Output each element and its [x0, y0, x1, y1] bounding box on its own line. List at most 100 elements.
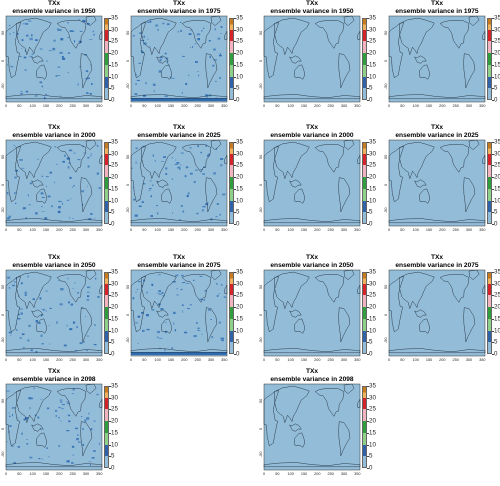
panel-variable: TXx — [172, 124, 186, 131]
colorbar-tick — [366, 283, 369, 285]
variance-hotspot — [70, 198, 72, 200]
variance-hotspot — [157, 28, 159, 31]
variance-hotspot — [66, 324, 68, 327]
colorbar-tick — [108, 177, 111, 178]
variance-hotspot — [72, 186, 73, 188]
y-tick-label: -50 — [259, 451, 263, 457]
colorbar-tick — [108, 456, 111, 457]
colorbar-tick — [366, 64, 369, 66]
x-tick-label: 0 — [387, 228, 391, 232]
variance-hotspot — [55, 410, 58, 412]
colorbar-label: 15 — [494, 185, 500, 193]
variance-hotspot — [158, 294, 162, 295]
coastline — [294, 64, 306, 80]
coastline — [5, 276, 22, 333]
map-panel: TXx ensemble variance in 2000 50 0 -50 0 50 100… — [258, 124, 382, 242]
variance-hotspot — [137, 281, 141, 283]
variance-hotspot — [39, 81, 43, 84]
variance-hotspot — [182, 282, 186, 284]
colorbar-tick — [108, 307, 111, 308]
variance-hotspot — [8, 287, 11, 289]
panel-subtitle: ensemble variance in 1975 — [137, 7, 221, 15]
variance-hotspot — [192, 46, 194, 48]
panel-title: TXx ensemble variance in 2025 — [131, 124, 227, 139]
colorbar-segment — [229, 18, 234, 30]
coastline — [130, 146, 147, 203]
variance-hotspot — [45, 310, 48, 312]
y-tick-label: -50 — [384, 83, 388, 89]
variance-hotspot — [29, 55, 33, 57]
x-tick-label: 250 — [327, 228, 334, 232]
colorbar-label: 20 — [494, 173, 500, 181]
colorbar-segment — [362, 188, 367, 201]
x-tick-label: 200 — [56, 104, 63, 108]
colorbar-segment — [362, 295, 367, 308]
variance-hotspot — [15, 277, 17, 280]
map-panel: TXx ensemble variance in 2098 50 0 -50 0 50 100… — [258, 368, 382, 486]
colorbar-segment — [104, 432, 109, 445]
colorbar-label: 5 — [369, 208, 373, 216]
x-tick-label: 150 — [300, 104, 308, 108]
colorbar-tick — [233, 153, 236, 155]
variance-hotspot — [16, 33, 19, 36]
variance-hotspot — [17, 318, 21, 320]
variance-hotspot — [164, 349, 166, 352]
coastline — [468, 15, 480, 27]
variance-hotspot — [38, 322, 41, 324]
variance-hotspot — [202, 206, 206, 208]
x-tick-label: 150 — [425, 104, 433, 108]
variance-hotspot — [68, 162, 71, 164]
coastline — [181, 274, 212, 303]
variance-hotspot — [157, 274, 161, 276]
variance-hotspot — [67, 301, 70, 304]
variance-hotspot — [197, 330, 201, 331]
x-tick-label: 250 — [69, 104, 76, 108]
colorbar-tick — [366, 29, 369, 31]
coastline — [414, 55, 427, 64]
colorbar-tick — [108, 330, 111, 332]
variance-hotspot — [196, 33, 201, 36]
variance-hotspot — [19, 308, 23, 310]
variance-hotspot — [56, 321, 58, 324]
coastline — [263, 146, 280, 203]
variance-hotspot — [69, 149, 73, 152]
coastline — [419, 188, 431, 204]
coastline — [99, 154, 103, 164]
colorbar-segment — [229, 29, 234, 42]
x-tick-label: 150 — [167, 358, 175, 362]
panel-variable: TXx — [172, 254, 186, 261]
colorbar-tick — [491, 188, 494, 190]
y-tick-label: 0 — [126, 313, 130, 316]
coastline — [85, 269, 97, 281]
variance-hotspot — [83, 152, 87, 154]
variance-hotspot — [73, 152, 76, 154]
colorbar-label: 35 — [111, 382, 118, 390]
coastline — [274, 141, 310, 180]
variance-hotspot — [7, 412, 10, 414]
colorbar-label: 10 — [369, 197, 376, 205]
colorbar-label: 25 — [111, 291, 118, 299]
colorbar-segment — [362, 318, 367, 331]
colorbar-label: 25 — [111, 37, 118, 45]
map-panel: TXx ensemble variance in 2075 50 0 -50 0 50 100… — [383, 254, 500, 372]
colorbar-segment — [229, 307, 234, 319]
variance-hotspot — [28, 204, 31, 206]
variance-hotspot — [141, 312, 144, 314]
variance-hotspot — [87, 165, 90, 168]
variance-hotspot — [135, 161, 137, 164]
x-tick-label: 100 — [29, 358, 36, 362]
y-tick-label: 0 — [1, 427, 5, 430]
colorbar-segment — [104, 177, 109, 189]
variance-hotspot — [47, 195, 51, 198]
map-background — [388, 269, 486, 357]
colorbar-segment — [487, 283, 492, 296]
map-plot: 50 0 -50 0 50 100 150 200 250 300 350 — [1, 269, 103, 362]
coastline — [463, 53, 476, 89]
variance-hotspot — [186, 283, 190, 284]
variance-hotspot — [215, 216, 218, 218]
coastline — [263, 348, 361, 354]
variance-hotspot — [202, 27, 205, 29]
variance-hotspot — [12, 414, 13, 417]
variance-hotspot — [189, 147, 192, 149]
variance-hotspot — [58, 445, 61, 447]
